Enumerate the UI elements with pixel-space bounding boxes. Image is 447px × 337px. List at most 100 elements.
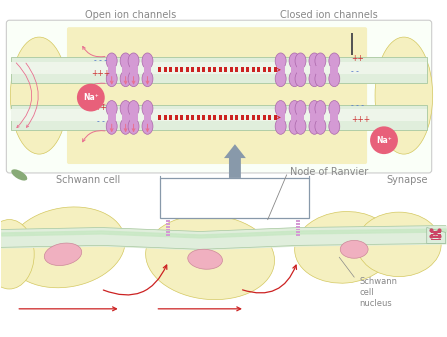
Bar — [186, 67, 189, 72]
Ellipse shape — [106, 53, 117, 69]
Bar — [295, 220, 299, 221]
Bar — [252, 115, 255, 120]
Bar — [213, 67, 216, 72]
Ellipse shape — [120, 118, 131, 134]
Ellipse shape — [10, 37, 68, 154]
Bar — [169, 67, 173, 72]
Bar — [230, 67, 233, 72]
Ellipse shape — [128, 53, 139, 69]
Text: +++: +++ — [351, 115, 370, 124]
Bar — [197, 115, 200, 120]
Ellipse shape — [275, 100, 286, 116]
Bar — [296, 66, 304, 74]
Bar — [277, 66, 285, 74]
Text: Synapse: Synapse — [386, 175, 428, 185]
Ellipse shape — [142, 53, 153, 69]
Bar — [246, 115, 249, 120]
Bar — [191, 67, 194, 72]
Ellipse shape — [142, 118, 153, 134]
Bar — [181, 115, 183, 120]
Bar — [274, 115, 277, 120]
Ellipse shape — [315, 100, 326, 116]
Bar — [316, 66, 325, 74]
Ellipse shape — [315, 71, 326, 87]
Ellipse shape — [309, 71, 320, 87]
FancyBboxPatch shape — [6, 20, 432, 173]
Bar — [130, 66, 138, 74]
Text: - - -: - - - — [351, 101, 364, 111]
Bar — [235, 67, 238, 72]
Text: ++: ++ — [351, 54, 364, 63]
Ellipse shape — [309, 53, 320, 69]
Bar — [143, 114, 152, 121]
Bar — [291, 114, 299, 121]
Ellipse shape — [106, 118, 117, 134]
Ellipse shape — [142, 71, 153, 87]
Bar — [122, 66, 130, 74]
Bar — [11, 110, 427, 121]
Ellipse shape — [106, 100, 117, 116]
Bar — [311, 66, 318, 74]
Bar — [143, 66, 152, 74]
Bar — [175, 115, 178, 120]
Ellipse shape — [295, 71, 306, 87]
Bar — [219, 67, 222, 72]
Text: ++: ++ — [94, 103, 107, 113]
Ellipse shape — [120, 71, 131, 87]
Circle shape — [77, 84, 105, 112]
Bar — [175, 67, 178, 72]
Bar — [224, 67, 228, 72]
Bar — [191, 115, 194, 120]
Text: - -: - - — [351, 67, 359, 76]
Bar — [160, 178, 309, 218]
Bar — [202, 67, 206, 72]
Text: Closed ion channels: Closed ion channels — [280, 10, 378, 20]
Ellipse shape — [329, 53, 340, 69]
Bar — [316, 114, 325, 121]
Bar — [219, 115, 222, 120]
Ellipse shape — [295, 212, 394, 283]
Bar — [166, 225, 170, 227]
Circle shape — [370, 126, 398, 154]
Bar — [208, 115, 211, 120]
Ellipse shape — [309, 100, 320, 116]
Bar — [235, 115, 238, 120]
Bar — [213, 115, 216, 120]
Bar — [186, 115, 189, 120]
Text: - - -: - - - — [94, 56, 107, 65]
Ellipse shape — [289, 118, 300, 134]
Ellipse shape — [128, 118, 139, 134]
Bar — [330, 66, 338, 74]
Bar — [246, 67, 249, 72]
Bar — [11, 104, 427, 130]
Ellipse shape — [128, 100, 139, 116]
Ellipse shape — [340, 240, 368, 258]
Ellipse shape — [106, 71, 117, 87]
Bar — [169, 115, 173, 120]
Text: Open ion channels: Open ion channels — [85, 10, 176, 20]
Text: Na⁺: Na⁺ — [83, 93, 99, 102]
Bar — [257, 115, 260, 120]
Ellipse shape — [375, 37, 433, 154]
Ellipse shape — [0, 220, 34, 289]
Bar — [166, 220, 170, 221]
Ellipse shape — [275, 118, 286, 134]
Ellipse shape — [146, 215, 274, 300]
Bar — [263, 115, 266, 120]
Bar — [164, 67, 167, 72]
Ellipse shape — [289, 71, 300, 87]
Text: Schwann cell: Schwann cell — [56, 175, 120, 185]
Ellipse shape — [120, 100, 131, 116]
Ellipse shape — [275, 71, 286, 87]
Bar — [158, 115, 161, 120]
Text: Na⁺: Na⁺ — [376, 136, 392, 145]
Bar — [164, 115, 167, 120]
Bar — [202, 115, 206, 120]
Ellipse shape — [309, 118, 320, 134]
Ellipse shape — [11, 169, 27, 181]
Bar — [295, 228, 299, 231]
Ellipse shape — [289, 100, 300, 116]
Bar — [296, 114, 304, 121]
Bar — [197, 67, 200, 72]
Bar — [158, 67, 161, 72]
